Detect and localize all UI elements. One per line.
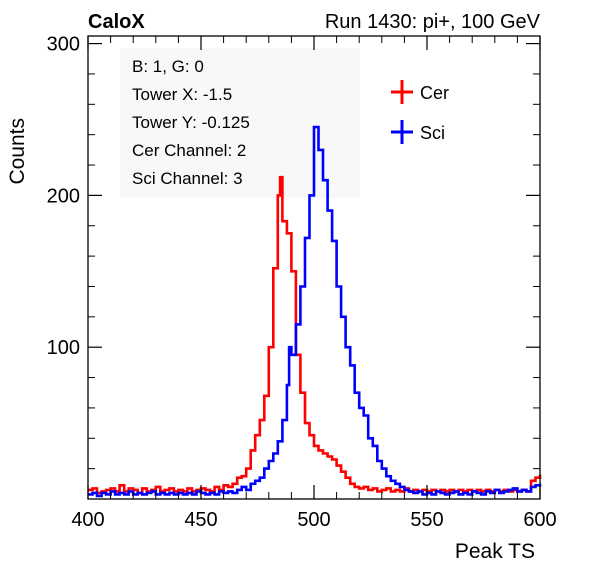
x-tick-label: 400 [71, 509, 104, 531]
y-tick-label: 300 [47, 34, 80, 56]
legend-cer-label: Cer [420, 83, 449, 103]
y-axis-label: Counts [6, 118, 29, 185]
info-box: B: 1, G: 0 Tower X: -1.5 Tower Y: -0.125… [120, 48, 360, 198]
chart-header-left: CaloX [88, 11, 145, 33]
x-tick-label: 600 [523, 509, 556, 531]
info-line-bg: B: 1, G: 0 [132, 57, 204, 76]
y-tick-label: 100 [47, 337, 80, 359]
axes-layer: 400 450 500 550 600 100 200 300 [47, 34, 557, 531]
y-tick-label: 200 [47, 185, 80, 207]
x-axis-label: Peak TS [455, 540, 535, 563]
x-tick-label: 450 [184, 509, 217, 531]
info-line-tower-x: Tower X: -1.5 [132, 85, 232, 104]
legend: Cer Sci [391, 80, 449, 144]
x-tick-label: 550 [410, 509, 443, 531]
chart-header-right: Run 1430: pi+, 100 GeV [325, 11, 541, 33]
info-line-tower-y: Tower Y: -0.125 [132, 113, 250, 132]
x-tick-label: 500 [297, 509, 330, 531]
series-layer [88, 125, 542, 498]
legend-sci-label: Sci [420, 123, 445, 143]
info-line-sci-channel: Sci Channel: 3 [132, 169, 243, 188]
info-line-cer-channel: Cer Channel: 2 [132, 141, 246, 160]
info-box-background [120, 48, 360, 198]
series-sci-line [88, 125, 542, 498]
series-cer-line [88, 175, 542, 495]
